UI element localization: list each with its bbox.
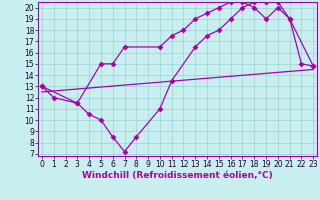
X-axis label: Windchill (Refroidissement éolien,°C): Windchill (Refroidissement éolien,°C) (82, 171, 273, 180)
